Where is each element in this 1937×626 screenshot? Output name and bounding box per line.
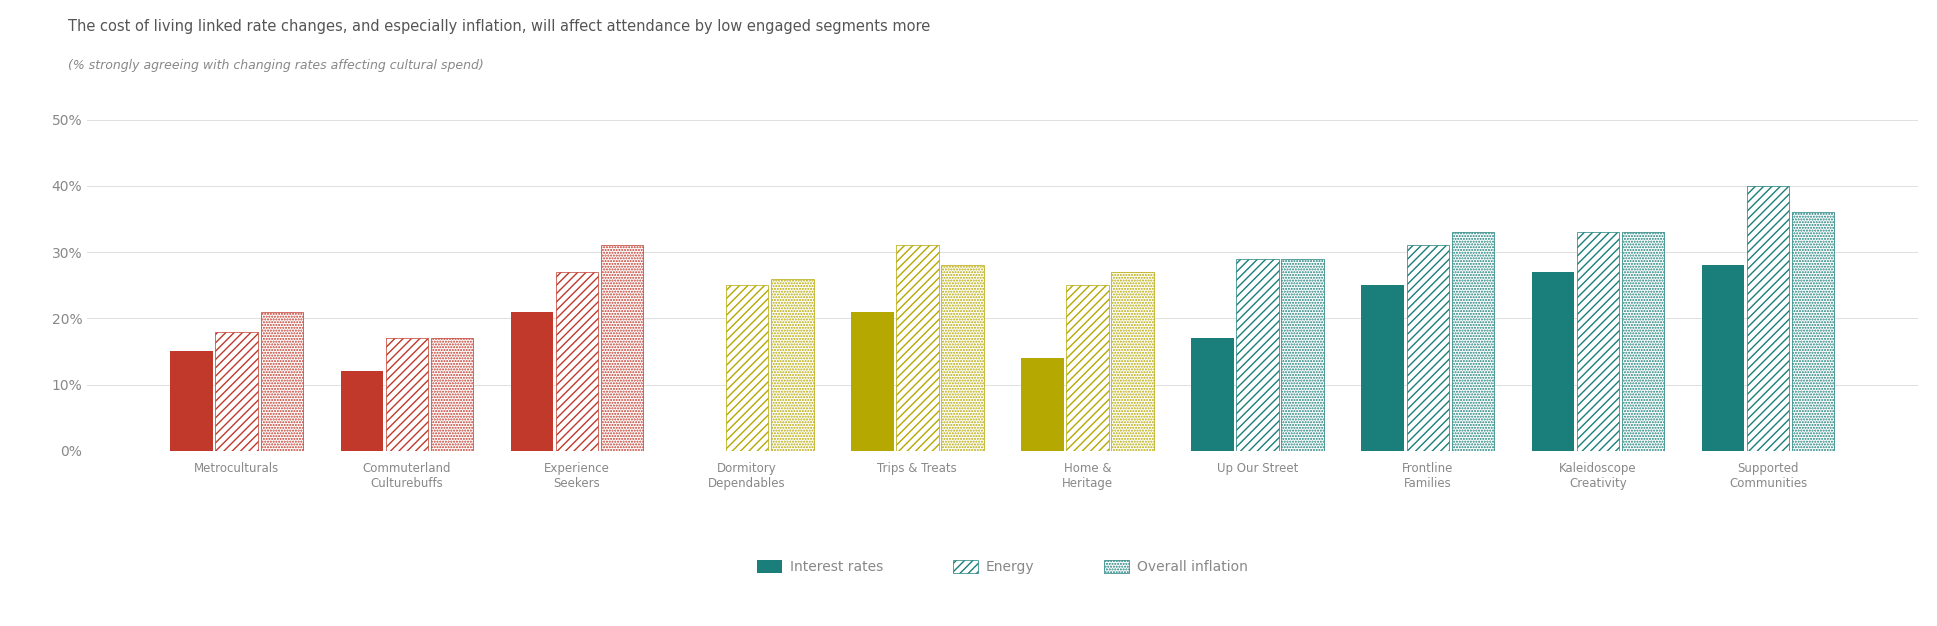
- Text: The cost of living linked rate changes, and especially inflation, will affect at: The cost of living linked rate changes, …: [68, 19, 930, 34]
- Text: (% strongly agreeing with changing rates affecting cultural spend): (% strongly agreeing with changing rates…: [68, 59, 484, 73]
- Bar: [1792, 212, 1834, 451]
- Bar: [850, 312, 893, 451]
- Bar: [1282, 259, 1325, 451]
- Bar: [1406, 245, 1449, 451]
- Bar: [1112, 272, 1154, 451]
- Bar: [1577, 232, 1619, 451]
- Bar: [1021, 358, 1063, 451]
- Bar: [556, 272, 599, 451]
- Bar: [1236, 259, 1278, 451]
- Bar: [341, 371, 384, 451]
- Bar: [261, 312, 302, 451]
- Bar: [430, 338, 473, 451]
- Bar: [941, 265, 984, 451]
- Bar: [1532, 272, 1575, 451]
- Bar: [385, 338, 428, 451]
- Bar: [1191, 338, 1234, 451]
- Bar: [215, 332, 258, 451]
- Bar: [1451, 232, 1493, 451]
- Legend: Interest rates, Energy, Overall inflation: Interest rates, Energy, Overall inflatio…: [752, 554, 1253, 580]
- Bar: [1703, 265, 1743, 451]
- Bar: [511, 312, 554, 451]
- Bar: [170, 351, 213, 451]
- Bar: [1621, 232, 1664, 451]
- Bar: [1065, 285, 1108, 451]
- Bar: [726, 285, 769, 451]
- Bar: [1362, 285, 1404, 451]
- Bar: [771, 279, 814, 451]
- Bar: [600, 245, 643, 451]
- Bar: [1747, 186, 1790, 451]
- Bar: [897, 245, 939, 451]
